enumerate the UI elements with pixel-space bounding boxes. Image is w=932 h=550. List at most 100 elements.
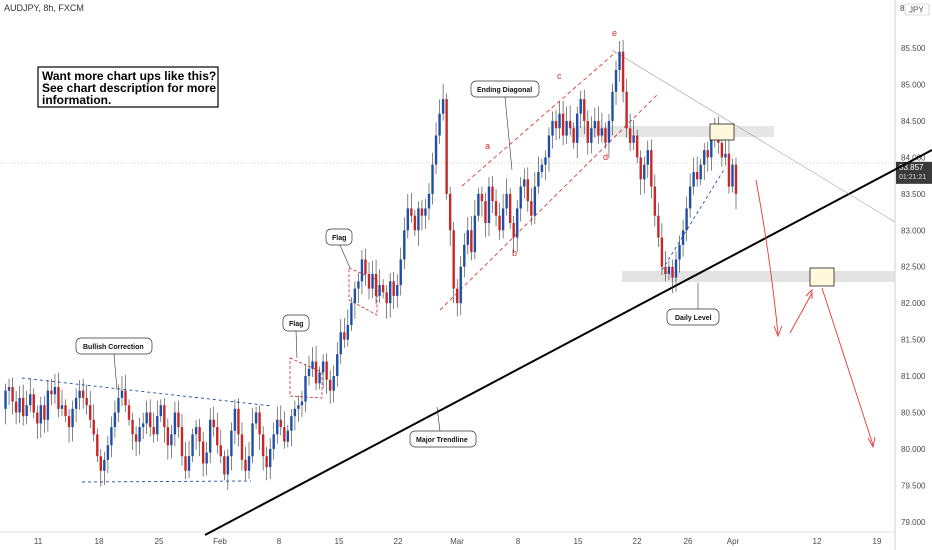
candle-body [681,230,685,245]
candle [671,259,674,294]
rising-wedge-line[interactable] [661,167,726,271]
candle [597,106,600,144]
diagonal-upper-line[interactable] [461,51,617,187]
diagonal-lower-line[interactable] [439,94,658,311]
candle-body [113,412,117,428]
candle-body [470,230,473,253]
candle [198,418,201,456]
candle-body [194,427,198,435]
candle [237,398,240,447]
promo-box[interactable]: Want more chart ups like this? See chart… [37,66,219,108]
x-tick-label: 22 [633,537,642,546]
current-price-label: 83.857 [899,163,924,172]
currency-badge[interactable]: JPY [909,6,924,15]
time-axis[interactable]: 11 18 25 Feb 8 15 22 Mar 8 15 22 26 Apr 12 19 [0,531,895,546]
descending-trendline[interactable] [611,49,896,223]
candle [39,396,43,438]
projection-path[interactable] [755,179,876,449]
candle-body [290,416,293,431]
candle [526,167,529,212]
price-scale[interactable]: 79.000 79.500 80.000 80.500 81.000 81.500 82.0… [894,0,932,550]
candle [226,449,230,490]
candle [657,202,660,248]
candle [117,384,120,422]
candle-body [364,259,367,275]
candle [505,178,508,216]
candle-body [156,416,159,435]
candle [551,111,554,149]
candle [152,412,155,443]
candle [734,157,738,210]
candle-body [424,208,427,216]
candle [621,39,625,103]
candle-body [343,332,346,340]
candle-body [240,434,244,460]
candle [576,106,579,159]
candle-body [283,427,286,442]
candle [378,269,381,303]
candle [512,215,515,254]
candle-body [484,201,487,224]
candlestick-series[interactable] [4,39,738,490]
candle-body [477,193,480,216]
candle [233,399,237,444]
candle [14,390,18,425]
candle [639,150,642,195]
candle [156,400,159,442]
candle-body [399,259,402,285]
daily-level-zone[interactable] [622,271,895,282]
y-tick-label: 80.500 [901,408,926,417]
candle [74,388,78,422]
candle-body [494,201,498,216]
callout-daily-level[interactable]: Daily Level [666,283,720,326]
candle-body [57,386,60,409]
candle-body [413,215,417,231]
y-tick-label: 79.500 [901,481,926,490]
callout-flag-upper[interactable]: Flag [325,228,353,269]
candle [53,373,57,404]
candle-body [311,361,314,369]
flag-pattern-upper[interactable] [348,267,378,316]
candle [314,345,318,391]
candle [261,426,265,471]
y-tick-label: 79.000 [901,518,926,527]
callout-ending-diagonal[interactable]: Ending Diagonal [470,80,540,171]
candle [251,407,254,464]
candle-body [145,412,148,424]
target-retest-box[interactable] [809,267,835,287]
candle [667,260,671,280]
x-tick-label: Feb [213,537,227,546]
candle [399,247,402,296]
supply-box[interactable] [709,123,735,141]
major-trendline[interactable] [204,149,932,536]
candle-body [304,376,307,402]
candle [268,438,272,480]
flag-pattern-lower[interactable] [289,357,323,399]
x-tick-label: 11 [34,537,43,546]
candle [11,377,14,415]
candle [664,251,667,282]
candle [494,189,498,227]
candle [441,83,445,121]
x-tick-label: 15 [574,537,583,546]
candle [328,370,332,404]
candle-body [519,186,522,209]
resistance-zone[interactable] [570,126,774,137]
candle-body [491,186,494,202]
correction-lower-line[interactable] [81,480,252,483]
candle [350,297,353,331]
candle [223,450,226,481]
candle [406,194,410,239]
candle [21,384,25,426]
candle-body [427,193,431,209]
callout-bullish-correction[interactable]: Bullish Correction [75,337,153,391]
candle-body [650,150,653,187]
callout-major-trendline[interactable]: Major Trendline [409,406,477,448]
candle [727,138,731,194]
candle [533,172,537,224]
candle [561,100,565,146]
callout-flag-lower[interactable]: Flag [282,314,310,359]
candle-body [120,390,124,398]
candle-body [487,186,491,224]
